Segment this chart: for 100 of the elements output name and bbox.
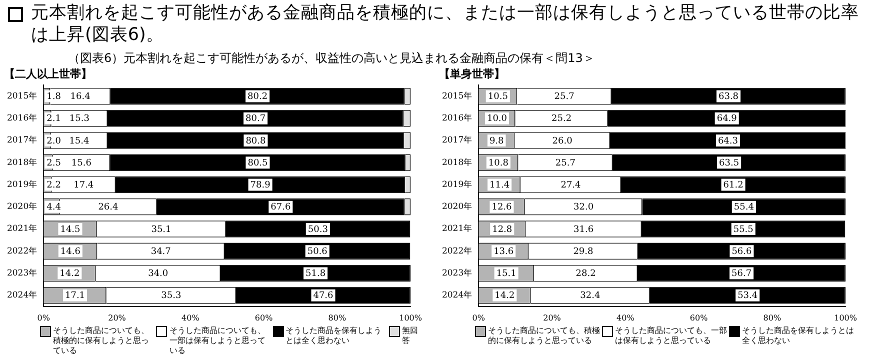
data-label: 10.5 bbox=[488, 92, 508, 102]
data-label: 14.2 bbox=[60, 269, 80, 280]
y-tick-label: 2024年 bbox=[6, 290, 38, 301]
y-tick-label: 2017年 bbox=[6, 134, 38, 146]
y-tick-label: 2022年 bbox=[442, 245, 473, 256]
data-label: 27.4 bbox=[560, 180, 582, 191]
data-label: 80.7 bbox=[246, 114, 266, 124]
data-label: 15.6 bbox=[71, 158, 92, 168]
data-label: 13.6 bbox=[494, 246, 514, 257]
data-label: 34.7 bbox=[150, 246, 172, 257]
x-tick-label: 80% bbox=[763, 313, 782, 322]
data-label: 64.3 bbox=[718, 136, 738, 146]
x-tick-label: 100% bbox=[399, 313, 422, 322]
legend-label: そうした商品を保有しようとは全く思わない bbox=[286, 326, 383, 346]
y-tick-label: 2020年 bbox=[442, 201, 473, 212]
data-label: 34.0 bbox=[148, 269, 168, 280]
y-tick-label: 2023年 bbox=[6, 267, 38, 278]
data-label: 63.8 bbox=[718, 92, 739, 102]
y-tick-label: 2019年 bbox=[442, 178, 473, 190]
y-tick-label: 2022年 bbox=[6, 245, 38, 256]
data-label: 12.6 bbox=[492, 202, 512, 213]
data-label: 80.8 bbox=[246, 136, 266, 146]
data-label: 64.9 bbox=[716, 114, 738, 124]
x-tick-label: 0% bbox=[472, 313, 486, 322]
data-label: 10.0 bbox=[486, 114, 508, 124]
legend-label: そうした商品についても、積極的に保有しようと思っている bbox=[53, 326, 150, 356]
data-label: 28.2 bbox=[576, 269, 596, 280]
data-label: 9.8 bbox=[489, 136, 504, 146]
x-tick-label: 0% bbox=[37, 313, 50, 322]
data-label: 50.6 bbox=[307, 246, 328, 257]
y-tick-label: 2020年 bbox=[6, 201, 38, 212]
data-label: 47.6 bbox=[313, 291, 334, 302]
data-label: 25.7 bbox=[554, 92, 575, 102]
data-label: 53.4 bbox=[738, 291, 758, 302]
data-label: 63.5 bbox=[719, 158, 740, 168]
chart-title: 【二人以上世帯】 bbox=[4, 67, 92, 80]
text: 元本割れを起こす可能性がある金融商品を積極的に、または一部は保有しようと思っている世帯の比率は上昇(図表6)。 bbox=[31, 2, 860, 46]
x-tick-label: 60% bbox=[254, 313, 274, 322]
x-tick-label: 20% bbox=[543, 313, 562, 322]
data-label: 29.8 bbox=[573, 246, 594, 257]
data-label: 1.8 bbox=[46, 92, 62, 102]
data-label: 15.3 bbox=[69, 114, 90, 124]
x-tick-label: 80% bbox=[328, 313, 346, 322]
data-label: 26.0 bbox=[552, 136, 573, 146]
y-tick-label: 2021年 bbox=[6, 223, 38, 234]
y-tick-label: 2015年 bbox=[442, 90, 473, 102]
y-tick-label: 2023年 bbox=[442, 267, 473, 278]
data-label: 2.1 bbox=[46, 114, 61, 124]
text: そうした商品についても、一部は保有しようと思っている bbox=[615, 326, 728, 346]
data-label: 4.4 bbox=[46, 202, 62, 213]
chart-title: 【単身世帯】 bbox=[439, 67, 505, 80]
data-label: 31.6 bbox=[574, 224, 594, 235]
data-label: 17.1 bbox=[64, 291, 86, 302]
data-label: 61.2 bbox=[723, 180, 744, 191]
y-tick-label: 2015年 bbox=[6, 90, 38, 102]
y-tick-label: 2016年 bbox=[442, 112, 473, 124]
data-label: 78.9 bbox=[250, 180, 271, 191]
data-label: 55.4 bbox=[734, 202, 754, 213]
data-label: 26.4 bbox=[98, 202, 118, 213]
y-tick-label: 2021年 bbox=[442, 223, 473, 234]
data-label: 12.8 bbox=[492, 224, 512, 235]
data-label: 2.0 bbox=[46, 136, 62, 146]
x-tick-label: 20% bbox=[108, 313, 126, 322]
data-label: 2.5 bbox=[46, 158, 62, 168]
y-tick-label: 2018年 bbox=[6, 156, 38, 168]
data-label: 10.8 bbox=[488, 158, 509, 168]
x-tick-label: 100% bbox=[834, 313, 858, 322]
data-label: 14.6 bbox=[60, 246, 81, 257]
y-tick-label: 2017年 bbox=[442, 134, 473, 146]
text: （図表6）元本割れを起こす可能性があるが、収益性の高いと見込まれる金融商品の保有＜問13＞ bbox=[68, 50, 596, 67]
data-label: 35.3 bbox=[161, 291, 182, 302]
legend-label: そうした商品についても、積極的に保有しようと思っている bbox=[488, 326, 601, 346]
y-tick-label: 2016年 bbox=[6, 112, 38, 124]
data-label: 56.7 bbox=[732, 269, 752, 280]
x-tick-label: 40% bbox=[182, 313, 200, 322]
data-label: 67.6 bbox=[270, 202, 291, 213]
data-label: 35.1 bbox=[151, 224, 172, 235]
y-tick-label: 2019年 bbox=[6, 178, 38, 190]
data-label: 80.5 bbox=[248, 158, 268, 168]
data-label: 56.6 bbox=[732, 246, 752, 257]
data-label: 25.7 bbox=[555, 158, 576, 168]
data-label: 25.2 bbox=[552, 114, 572, 124]
data-label: 14.5 bbox=[60, 224, 81, 235]
data-label: 2.2 bbox=[46, 180, 61, 191]
data-label: 16.4 bbox=[70, 92, 91, 102]
data-label: 32.0 bbox=[574, 202, 594, 213]
data-label: 55.5 bbox=[733, 224, 754, 235]
y-tick-label: 2024年 bbox=[442, 290, 473, 301]
data-label: 32.4 bbox=[580, 291, 600, 302]
legend-label: 無回答 bbox=[402, 326, 420, 346]
x-tick-label: 40% bbox=[616, 313, 635, 322]
x-tick-label: 60% bbox=[690, 313, 708, 322]
y-tick-label: 2018年 bbox=[442, 156, 473, 168]
data-label: 14.2 bbox=[494, 291, 515, 302]
data-label: 15.1 bbox=[496, 269, 516, 280]
data-label: 15.4 bbox=[69, 136, 90, 146]
legend-label: そうした商品についても、一部は保有しようと思っている bbox=[169, 326, 266, 356]
legend-label: そうした商品を保有しようとは全く思わない bbox=[742, 326, 855, 346]
data-label: 11.4 bbox=[490, 180, 510, 191]
data-label: 50.3 bbox=[308, 224, 328, 235]
